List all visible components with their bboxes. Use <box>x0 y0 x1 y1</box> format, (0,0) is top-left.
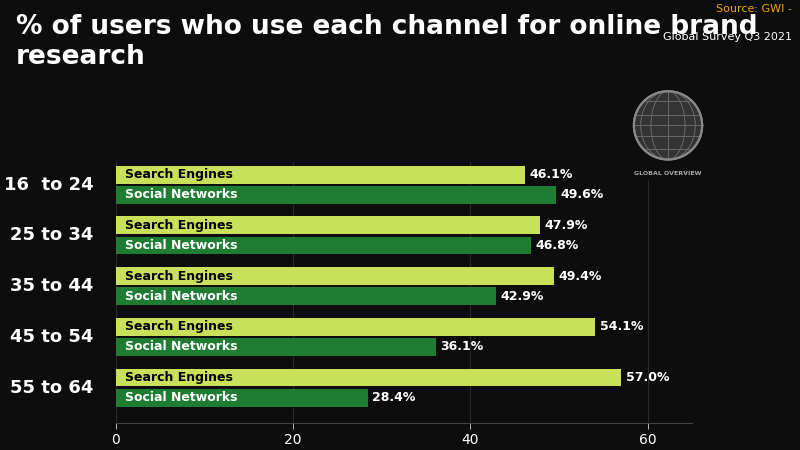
Text: Social Networks: Social Networks <box>125 341 238 354</box>
Text: 54.1%: 54.1% <box>600 320 643 333</box>
Bar <box>116 338 436 356</box>
Text: 57.0%: 57.0% <box>626 371 669 384</box>
Text: % of users who use each channel for online brand
research: % of users who use each channel for onli… <box>16 14 758 71</box>
Text: 46.1%: 46.1% <box>529 168 572 181</box>
Text: 46.8%: 46.8% <box>535 239 578 252</box>
Text: 16  to 24: 16 to 24 <box>4 176 94 194</box>
Text: 47.9%: 47.9% <box>545 219 588 232</box>
Text: Social Networks: Social Networks <box>125 189 238 202</box>
Text: 42.9%: 42.9% <box>501 290 544 303</box>
Text: Social Networks: Social Networks <box>125 290 238 303</box>
Bar <box>116 389 368 406</box>
Bar <box>116 237 530 255</box>
Bar <box>116 186 555 204</box>
Text: 45 to 54: 45 to 54 <box>10 328 94 346</box>
Text: Global Survey Q3 2021: Global Survey Q3 2021 <box>663 32 792 41</box>
Bar <box>116 369 621 386</box>
Circle shape <box>634 91 702 159</box>
Text: 36.1%: 36.1% <box>440 341 483 354</box>
Bar <box>116 216 541 234</box>
Bar <box>116 318 595 336</box>
Text: GLOBAL OVERVIEW: GLOBAL OVERVIEW <box>634 171 702 176</box>
Text: Social Networks: Social Networks <box>125 239 238 252</box>
Text: Search Engines: Search Engines <box>125 371 233 384</box>
Text: Search Engines: Search Engines <box>125 270 233 283</box>
Text: 25 to 34: 25 to 34 <box>10 226 94 244</box>
Bar <box>116 267 554 285</box>
Text: 55 to 64: 55 to 64 <box>10 378 94 396</box>
Text: Search Engines: Search Engines <box>125 168 233 181</box>
Text: 28.4%: 28.4% <box>372 391 415 404</box>
Text: 49.4%: 49.4% <box>558 270 602 283</box>
Text: 35 to 44: 35 to 44 <box>10 277 94 295</box>
Text: Source: GWI -: Source: GWI - <box>716 4 792 14</box>
Text: Search Engines: Search Engines <box>125 320 233 333</box>
Text: Search Engines: Search Engines <box>125 219 233 232</box>
Bar <box>116 166 525 184</box>
Text: Social Networks: Social Networks <box>125 391 238 404</box>
Text: 49.6%: 49.6% <box>560 189 603 202</box>
Bar <box>116 288 496 305</box>
